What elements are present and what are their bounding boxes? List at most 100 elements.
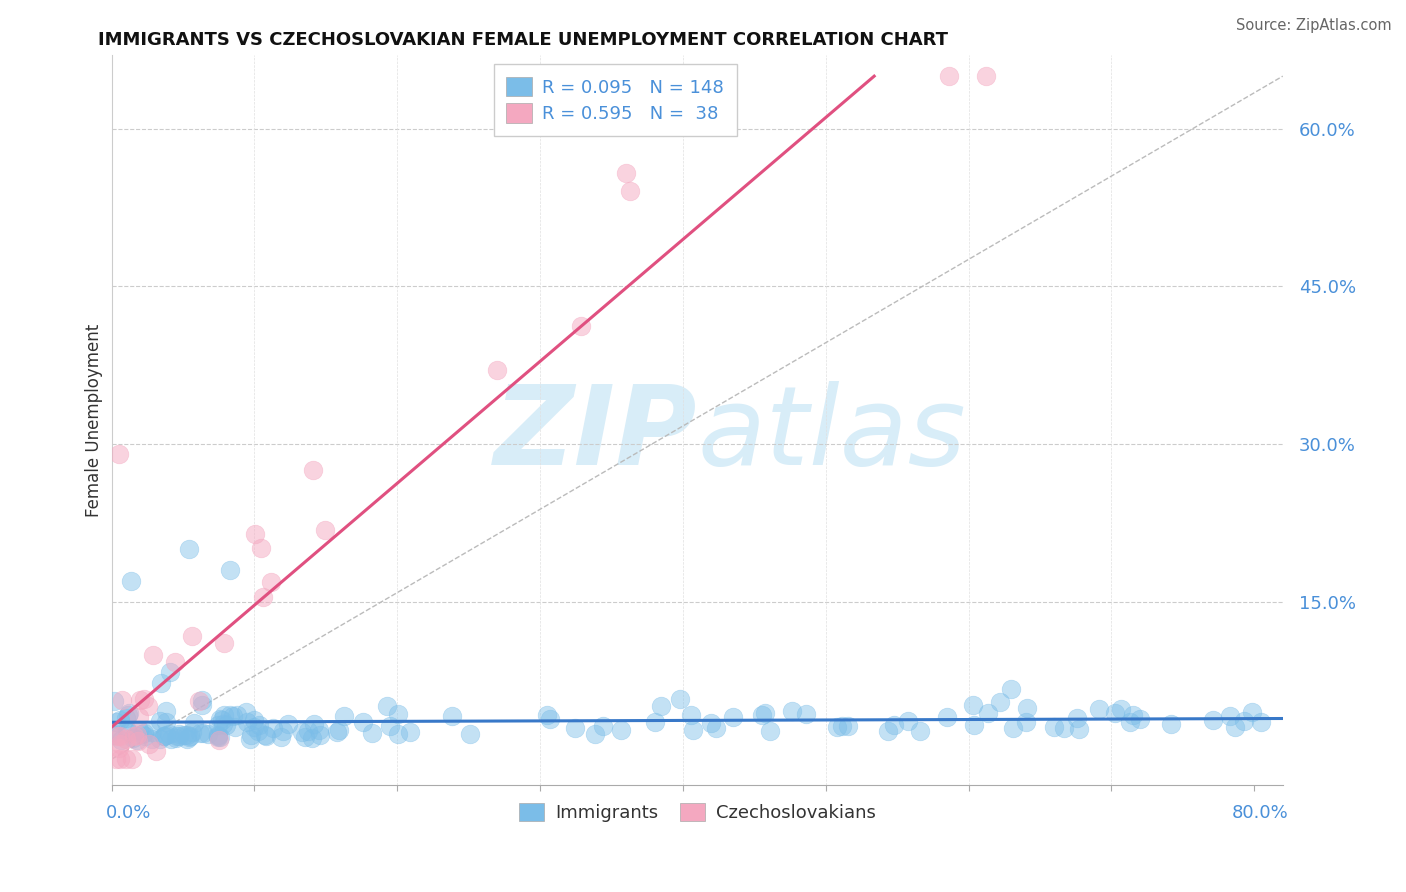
Point [136, 699, 159, 714]
Point [699, 716, 721, 731]
Point [592, 719, 614, 733]
Point [117, 707, 139, 722]
Point [308, 723, 330, 738]
Point [208, 730, 231, 744]
Point [108, 752, 131, 766]
Point [536, 708, 558, 723]
Point [181, 725, 204, 739]
Point [207, 730, 229, 744]
Point [235, 705, 257, 719]
Point [138, 737, 160, 751]
Point [751, 708, 773, 723]
Point [1240, 706, 1263, 720]
Point [458, 726, 481, 740]
Point [260, 575, 283, 590]
Point [150, 675, 173, 690]
Point [127, 732, 149, 747]
Point [226, 708, 249, 723]
Text: ZIP: ZIP [494, 382, 697, 489]
Point [569, 318, 592, 333]
Point [352, 714, 374, 729]
Point [176, 728, 198, 742]
Point [1001, 721, 1024, 735]
Text: 0.0%: 0.0% [105, 805, 152, 822]
Point [1202, 713, 1225, 727]
Point [207, 718, 229, 732]
Point [101, 725, 124, 739]
Point [277, 717, 299, 731]
Point [247, 718, 270, 732]
Point [759, 724, 782, 739]
Text: atlas: atlas [697, 382, 966, 489]
Point [111, 693, 134, 707]
Point [103, 694, 125, 708]
Point [398, 724, 420, 739]
Point [173, 728, 195, 742]
Point [176, 731, 198, 746]
Point [166, 729, 188, 743]
Point [197, 726, 219, 740]
Point [191, 693, 214, 707]
Point [222, 708, 245, 723]
Point [243, 713, 266, 727]
Text: Source: ZipAtlas.com: Source: ZipAtlas.com [1236, 18, 1392, 33]
Point [669, 692, 692, 706]
Point [262, 721, 284, 735]
Point [108, 741, 131, 756]
Point [236, 715, 259, 730]
Point [1104, 706, 1126, 720]
Point [153, 729, 176, 743]
Point [1000, 681, 1022, 696]
Point [309, 728, 332, 742]
Point [1066, 711, 1088, 725]
Point [167, 726, 190, 740]
Point [105, 715, 128, 730]
Point [124, 729, 146, 743]
Point [141, 732, 163, 747]
Point [380, 719, 402, 733]
Point [314, 523, 336, 537]
Point [1088, 702, 1111, 716]
Point [191, 698, 214, 713]
Point [326, 724, 349, 739]
Point [538, 712, 561, 726]
Text: 80.0%: 80.0% [1232, 805, 1289, 822]
Point [1052, 721, 1074, 735]
Point [243, 527, 266, 541]
Point [650, 699, 672, 714]
Point [1109, 702, 1132, 716]
Point [165, 731, 187, 745]
Point [246, 723, 269, 738]
Point [149, 732, 172, 747]
Point [935, 709, 957, 723]
Point [1233, 714, 1256, 728]
Text: IMMIGRANTS VS CZECHOSLOVAKIAN FEMALE UNEMPLOYMENT CORRELATION CHART: IMMIGRANTS VS CZECHOSLOVAKIAN FEMALE UNE… [98, 31, 949, 49]
Point [117, 725, 139, 739]
Point [129, 693, 152, 707]
Point [988, 695, 1011, 709]
Point [212, 636, 235, 650]
Point [224, 720, 246, 734]
Point [103, 729, 125, 743]
Point [131, 727, 153, 741]
Point [1015, 701, 1038, 715]
Point [149, 714, 172, 728]
Point [110, 732, 132, 747]
Point [193, 725, 215, 739]
Point [253, 728, 276, 742]
Point [125, 728, 148, 742]
Point [291, 725, 314, 739]
Point [254, 729, 277, 743]
Point [302, 717, 325, 731]
Point [117, 723, 139, 737]
Point [157, 727, 180, 741]
Point [837, 719, 859, 733]
Point [583, 726, 606, 740]
Point [208, 712, 231, 726]
Point [1119, 714, 1142, 729]
Point [121, 752, 143, 766]
Point [360, 725, 382, 739]
Point [142, 648, 165, 663]
Point [441, 709, 464, 723]
Legend: Immigrants, Czechoslovakians: Immigrants, Czechoslovakians [510, 794, 884, 831]
